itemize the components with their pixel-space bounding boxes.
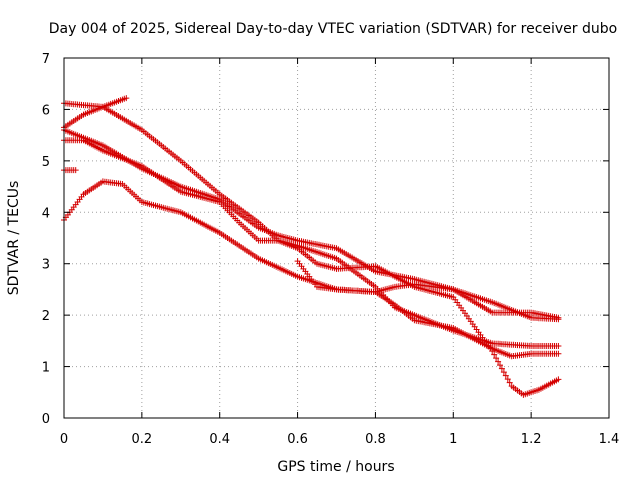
y-tick-label: 6 xyxy=(42,103,50,118)
y-tick-label: 1 xyxy=(42,361,50,376)
y-tick-label: 0 xyxy=(42,412,50,427)
x-tick-label: 1.4 xyxy=(599,432,620,447)
y-tick-label: 7 xyxy=(42,52,50,67)
series-trace-3 xyxy=(61,137,562,398)
data-point-markers xyxy=(61,127,562,323)
series-trace-4 xyxy=(61,127,562,323)
x-axis-label: GPS time / hours xyxy=(277,459,394,475)
plot-frame xyxy=(63,57,610,419)
y-tick-label: 2 xyxy=(42,309,50,324)
series-trace-1 xyxy=(61,95,130,131)
x-tick-label: 0.2 xyxy=(132,432,153,447)
y-tick-label: 3 xyxy=(42,258,50,273)
data-point-markers xyxy=(61,137,562,398)
data-point-markers xyxy=(61,95,130,131)
marker-layer xyxy=(61,95,562,398)
y-tick-label: 4 xyxy=(42,206,50,221)
y-axis-label: SDTVAR / TECUs xyxy=(6,181,22,296)
grid-layer xyxy=(64,58,609,418)
x-tick-label: 0.6 xyxy=(287,432,308,447)
chart-title: Day 004 of 2025, Sidereal Day-to-day VTE… xyxy=(49,21,617,37)
x-tick-label: 0 xyxy=(60,432,68,447)
series-trace-7 xyxy=(294,258,562,360)
x-tick-label: 0.4 xyxy=(209,432,230,447)
y-tick-label: 5 xyxy=(42,155,50,170)
tick-layer: 0 0.2 0.4 0.6 0.8 1 1.2 1.4 0 1 2 3 4 5 6 7 xyxy=(42,52,620,447)
x-tick-label: 1 xyxy=(449,432,457,447)
x-tick-label: 0.8 xyxy=(365,432,386,447)
data-point-markers xyxy=(294,258,562,360)
x-tick-label: 1.2 xyxy=(521,432,542,447)
